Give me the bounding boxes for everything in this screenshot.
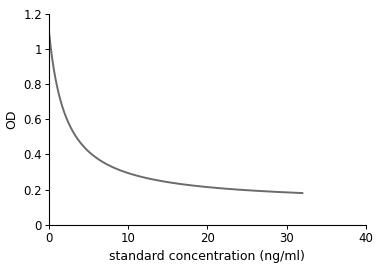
Y-axis label: OD: OD	[5, 109, 18, 129]
X-axis label: standard concentration (ng/ml): standard concentration (ng/ml)	[109, 250, 305, 263]
